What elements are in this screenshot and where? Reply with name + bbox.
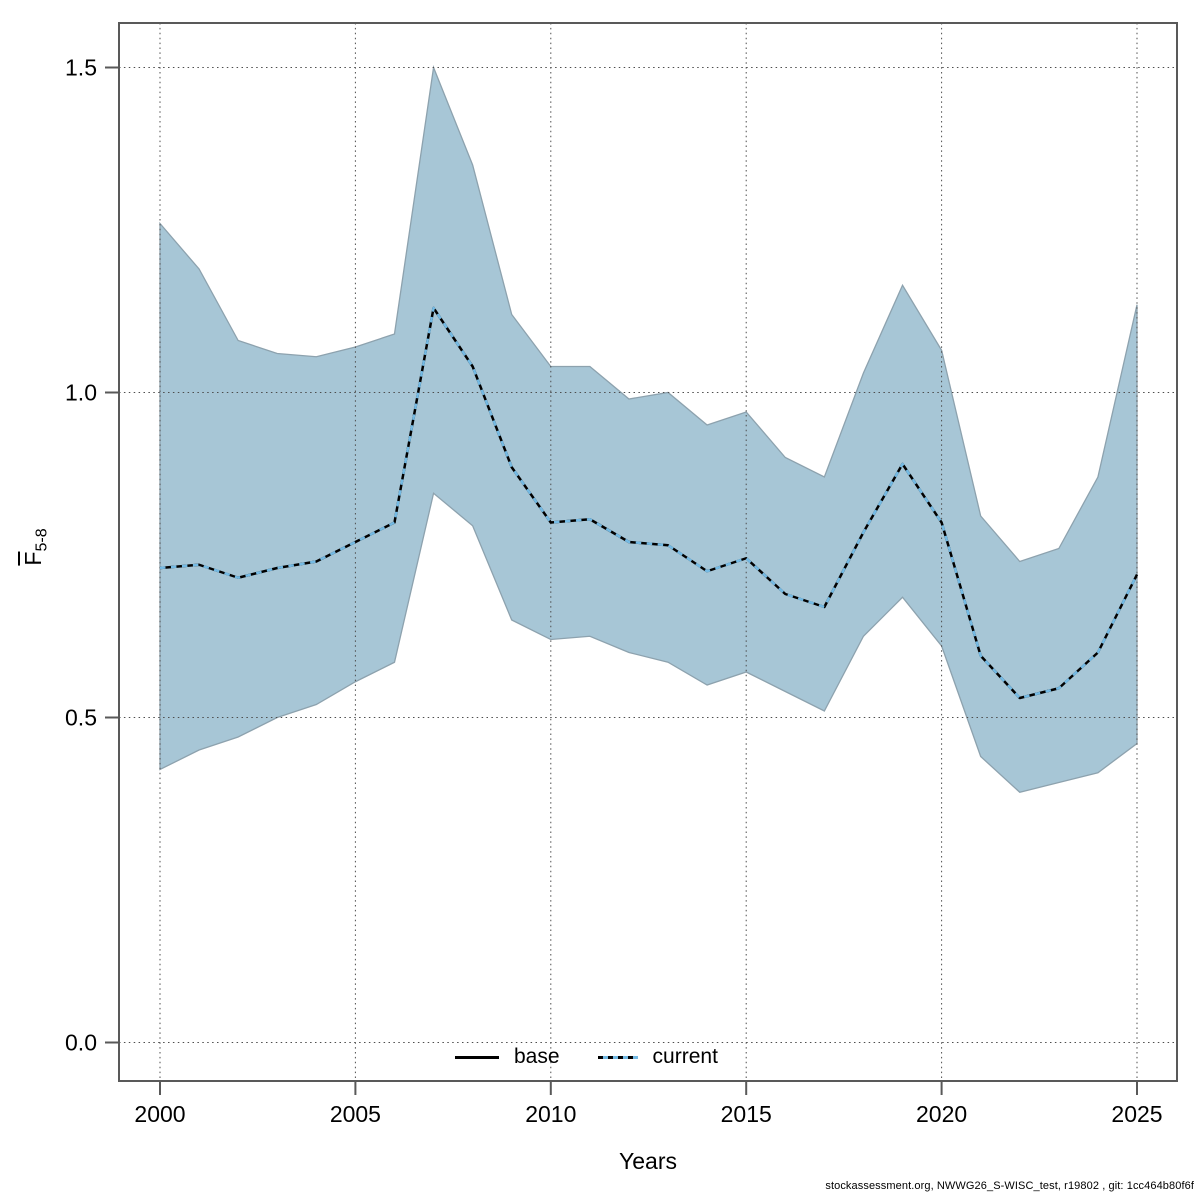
- y-axis-label-symbol: F: [20, 551, 46, 566]
- x-tick-label: 2020: [916, 1101, 967, 1127]
- x-axis-label: Years: [619, 1148, 677, 1174]
- legend-base-line-sample: [455, 1055, 499, 1059]
- current-line: [159, 306, 1139, 700]
- y-tick-label: 1.0: [65, 380, 97, 406]
- x-tick-label: 2005: [330, 1101, 381, 1127]
- footer-watermark: stockassessment.org, NWWG26_S-WISC_test,…: [825, 1180, 1194, 1192]
- legend-current-label: current: [652, 1045, 718, 1068]
- legend-base-label: base: [514, 1045, 560, 1068]
- y-tick-label: 0.5: [65, 705, 97, 731]
- confidence-band: [159, 65, 1138, 793]
- y-axis-label-subscript: 5-8: [33, 528, 51, 552]
- x-tick-label: 2000: [134, 1101, 185, 1127]
- legend-current-line-sample: [597, 1055, 638, 1059]
- x-tick-label: 2015: [721, 1101, 772, 1127]
- legend: base current: [455, 1042, 718, 1072]
- x-tick-label: 2025: [1111, 1101, 1162, 1127]
- y-tick-label: 0.0: [65, 1030, 97, 1056]
- plot-border: [118, 22, 1178, 1082]
- y-tick-label: 1.5: [65, 55, 97, 81]
- x-tick-label: 2010: [525, 1101, 576, 1127]
